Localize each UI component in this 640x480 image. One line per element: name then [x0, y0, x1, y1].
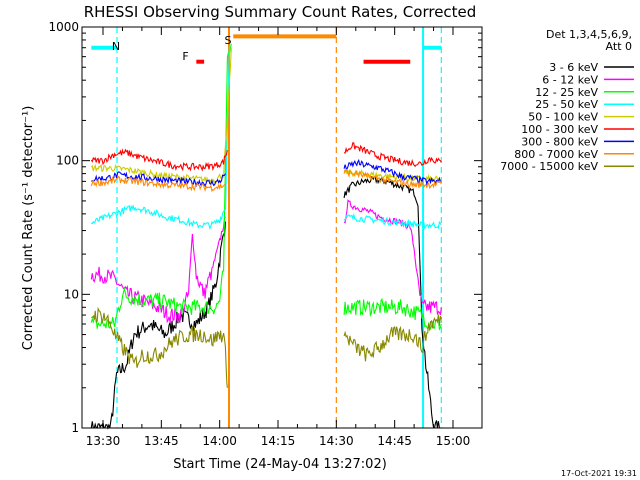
- x-tick-label: 13:30: [86, 434, 121, 448]
- x-tick-label: 14:30: [319, 434, 354, 448]
- axes: 1 10 100 1000 13:30 13:45 14:00 14:15 14:30 14:45…: [48, 20, 483, 448]
- series-trace: [90, 221, 227, 430]
- series-100-300keV: [90, 141, 442, 172]
- legend-label: 300 - 800 keV: [521, 135, 598, 148]
- series-trace: [343, 168, 442, 190]
- legend-label: 3 - 6 keV: [549, 61, 598, 74]
- y-tick-label: 10: [64, 287, 79, 301]
- x-tick-label: 14:45: [377, 434, 412, 448]
- annotation-label: S: [225, 34, 232, 47]
- series-6-12keV: [90, 199, 442, 324]
- chart-title: RHESSI Observing Summary Count Rates, Co…: [84, 3, 477, 21]
- annotation-label: N: [112, 40, 120, 53]
- flag-bars: N F S: [91, 34, 442, 64]
- series-lines: [90, 43, 442, 430]
- legend-label: 800 - 7000 keV: [514, 148, 598, 161]
- series-trace: [343, 314, 442, 362]
- series-trace: [91, 306, 228, 388]
- series-25-50keV: [91, 46, 442, 230]
- series-trace: [91, 46, 230, 230]
- series-trace: [90, 175, 226, 193]
- legend-label: 12 - 25 keV: [535, 86, 598, 99]
- plot-frame: [81, 26, 483, 429]
- x-tick-label: 14:15: [261, 434, 296, 448]
- x-tick-label: 14:00: [202, 434, 237, 448]
- y-tick-label: 1: [71, 421, 79, 435]
- y-tick-label: 100: [56, 154, 79, 168]
- legend-header: Det 1,3,4,5,6,9,: [546, 28, 632, 41]
- legend-label: 50 - 100 keV: [528, 111, 598, 124]
- series-trace: [343, 176, 442, 429]
- series-trace: [343, 212, 442, 230]
- series-trace: [90, 47, 232, 185]
- series-trace: [343, 158, 442, 186]
- x-axis-label: Start Time (24-May-04 13:27:02): [173, 457, 387, 472]
- legend-label: 25 - 50 keV: [535, 98, 598, 111]
- series-trace: [343, 298, 442, 332]
- series-trace: [90, 43, 232, 329]
- series-50-100keV: [90, 47, 442, 185]
- legend-header: Att 0: [606, 40, 632, 53]
- series-12-25keV: [90, 43, 442, 332]
- annotation-label: F: [182, 50, 188, 63]
- vertical-markers: [116, 27, 442, 428]
- footer-date: 17-Oct-2021 19:31: [561, 469, 637, 478]
- legend-label: 7000 - 15000 keV: [500, 160, 598, 173]
- series-trace: [91, 171, 226, 188]
- series-trace: [343, 141, 442, 168]
- x-tick-label: 13:45: [144, 434, 179, 448]
- series-300-800keV: [91, 158, 442, 188]
- series-trace: [343, 199, 442, 316]
- y-axis-label: Corrected Count Rate (s⁻¹ detector⁻¹): [21, 106, 36, 351]
- legend-label: 100 - 300 keV: [521, 123, 598, 136]
- y-tick-label: 1000: [48, 20, 79, 34]
- legend-label: 6 - 12 keV: [542, 73, 598, 86]
- x-tick-label: 15:00: [436, 434, 471, 448]
- series-800-7000keV: [90, 168, 442, 193]
- series-trace: [90, 148, 228, 172]
- series-trace: [90, 216, 226, 324]
- series-7000-15000keV: [91, 306, 442, 388]
